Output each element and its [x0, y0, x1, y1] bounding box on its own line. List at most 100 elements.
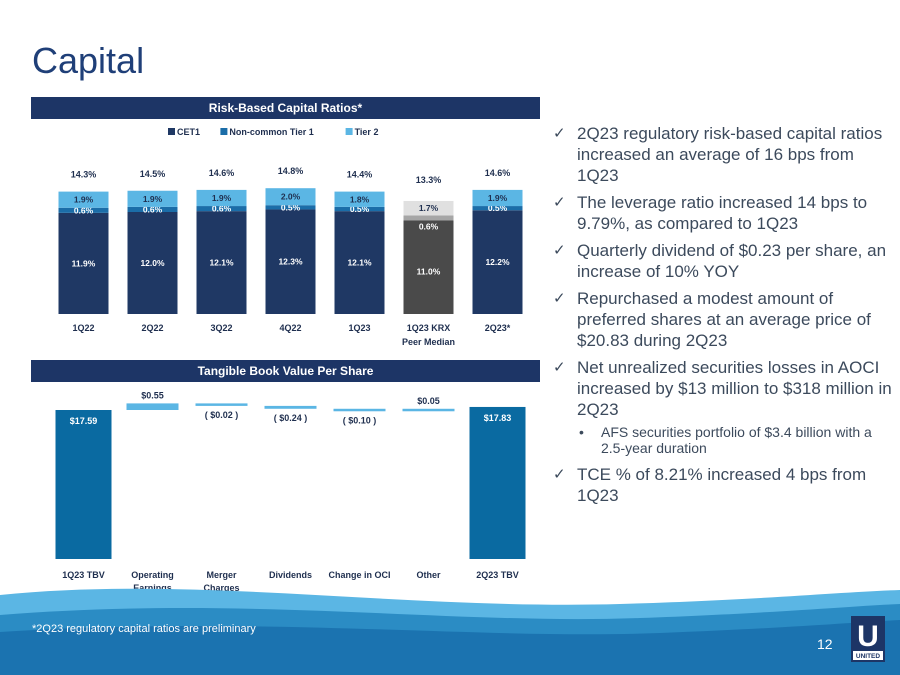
total-label: 13.3%: [416, 175, 442, 185]
bar-segment-cet1: [472, 210, 523, 314]
x-tick-label: Charges: [203, 583, 239, 593]
bar-segment-cet1: [265, 209, 316, 314]
tbv-delta-bar: [264, 405, 317, 409]
x-tick-label: Merger: [206, 570, 237, 580]
bullet-item: ✓ Net unrealized securities losses in AOC…: [553, 357, 893, 420]
bar-segment-tier-2: [265, 188, 316, 206]
total-label: 14.4%: [347, 170, 373, 180]
checkmark-icon: ✓: [553, 466, 566, 483]
x-tick-label: 2Q23 TBV: [476, 570, 519, 580]
tbv-delta-bar: [333, 408, 386, 412]
legend-swatch: [345, 128, 353, 135]
tbv-total-bar: [469, 406, 526, 559]
x-tick-label: 1Q23: [348, 323, 370, 333]
checkmark-icon: ✓: [553, 359, 566, 376]
bar-segment-non-common-tier-1: [265, 205, 316, 210]
logo-letter: U: [857, 620, 879, 653]
tbv-delta-bar: [195, 403, 248, 406]
bullet-item: ✓ Quarterly dividend of $0.23 per share, …: [553, 240, 893, 282]
bar-segment-tier-2: [58, 191, 109, 208]
bullet-text: Net unrealized securities losses in AOCI…: [577, 358, 892, 419]
bar-segment-tier-2: [472, 189, 523, 207]
x-tick-label: Earnings: [133, 583, 172, 593]
x-tick-label: Other: [416, 570, 441, 580]
bar-segment-cet1: [403, 220, 454, 314]
tbv-header: Tangible Book Value Per Share: [31, 360, 540, 382]
data-label: 1.9%: [74, 195, 94, 205]
data-label: 1.8%: [350, 194, 370, 204]
data-label: $17.83: [484, 413, 512, 423]
bar-segment-cet1: [58, 212, 109, 314]
total-label: 14.6%: [209, 168, 235, 178]
tbv-delta-bar: [402, 408, 455, 412]
data-label: $0.55: [141, 390, 164, 400]
x-tick-label: Peer Median: [402, 337, 455, 347]
x-tick-label: 4Q22: [279, 323, 301, 333]
bar-segment-tier-2: [403, 200, 454, 216]
data-label: 0.6%: [74, 205, 94, 215]
page-number: 12: [817, 636, 833, 652]
bullet-text: Repurchased a modest amount of preferred…: [577, 289, 871, 350]
capital-ratios-chart: CET1 Non-common Tier 1 Tier 211.9%0.6%1.9%…: [58, 127, 523, 347]
checkmark-icon: ✓: [553, 194, 566, 211]
bullet-text: TCE % of 8.21% increased 4 bps from 1Q23: [577, 465, 867, 505]
tbv-delta-bar: [126, 403, 179, 410]
data-label: 0.6%: [143, 204, 163, 214]
legend-swatch: [168, 128, 175, 135]
bar-segment-cet1: [127, 212, 178, 314]
data-label: 1.9%: [143, 194, 163, 204]
bar-segment-non-common-tier-1: [127, 206, 178, 212]
tbv-waterfall-chart: $17.59 1Q23 TBV $0.55 Operating Earnings ( $0…: [55, 390, 526, 593]
checkmark-icon: ✓: [553, 125, 566, 142]
data-label: 12.1%: [347, 258, 372, 268]
data-label: 12.3%: [278, 257, 303, 267]
x-tick-label: 1Q22: [72, 323, 94, 333]
data-label: 1.7%: [419, 203, 439, 213]
bullet-text: 2Q23 regulatory risk-based capital ratio…: [577, 124, 883, 185]
x-tick-label: Operating: [131, 570, 174, 580]
footnote: *2Q23 regulatory capital ratios are prel…: [32, 623, 256, 635]
x-tick-label: 1Q23 TBV: [62, 570, 105, 580]
bar-segment-non-common-tier-1: [472, 206, 523, 211]
total-label: 14.3%: [71, 170, 97, 180]
tbv-total-bar: [55, 410, 112, 559]
legend-swatch: [220, 128, 228, 135]
capital-ratios-header: Risk-Based Capital Ratios*: [31, 97, 540, 119]
total-label: 14.5%: [140, 169, 166, 179]
x-tick-label: Change in OCI: [328, 570, 390, 580]
total-label: 14.8%: [278, 166, 304, 176]
bullet-text: The leverage ratio increased 14 bps to 9…: [577, 193, 868, 233]
data-label: 0.6%: [212, 204, 232, 214]
data-label: ( $0.02 ): [205, 410, 239, 420]
legend-label: CET1: [177, 127, 200, 137]
data-label: $17.59: [70, 416, 98, 426]
checkmark-icon: ✓: [553, 242, 566, 259]
data-label: 11.9%: [72, 258, 96, 268]
bar-segment-tier-2: [334, 191, 385, 207]
x-tick-label: 1Q23 KRX: [407, 323, 451, 333]
bar-segment-tier-2: [127, 190, 178, 207]
page-title: Capital: [32, 40, 145, 81]
data-label: 1.9%: [488, 193, 508, 203]
data-label: ( $0.10 ): [343, 415, 377, 425]
bar-segment-cet1: [196, 211, 247, 314]
x-tick-label: 3Q22: [210, 323, 232, 333]
sub-bullet-text: AFS securities portfolio of $3.4 billion…: [601, 424, 872, 456]
legend-label: Tier 2: [355, 127, 379, 137]
bar-segment-non-common-tier-1: [58, 207, 109, 213]
total-label: 14.6%: [485, 168, 511, 178]
checkmark-icon: ✓: [553, 290, 566, 307]
bullet-item: ✓ 2Q23 regulatory risk-based capital rati…: [553, 123, 893, 186]
x-tick-label: 2Q23*: [485, 323, 511, 333]
bar-segment-non-common-tier-1: [196, 206, 247, 212]
data-label: 12.2%: [485, 257, 510, 267]
legend-label: Non-common Tier 1: [229, 127, 313, 137]
bar-segment-non-common-tier-1: [403, 215, 454, 221]
data-label: 11.0%: [417, 266, 441, 276]
x-tick-label: Dividends: [269, 570, 312, 580]
data-label: ( $0.24 ): [274, 413, 308, 423]
data-label: 0.5%: [488, 203, 508, 213]
bullet-item: ✓ TCE % of 8.21% increased 4 bps from 1Q2…: [553, 464, 893, 506]
united-logo: U UNITED: [851, 616, 885, 662]
summary-bullets: ✓ 2Q23 regulatory risk-based capital rati…: [553, 123, 893, 512]
